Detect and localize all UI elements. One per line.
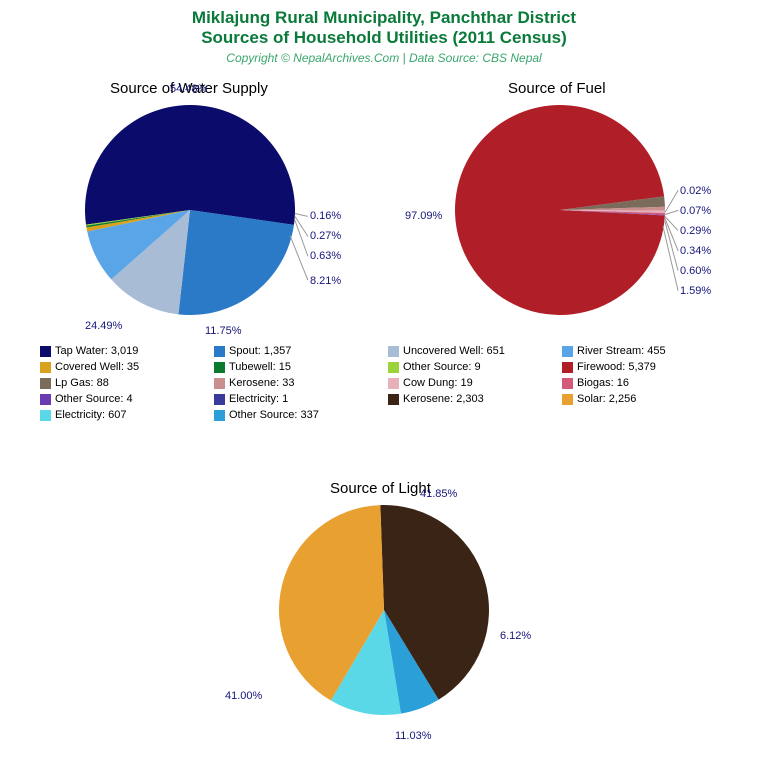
legend-item: Kerosene: 2,303 <box>388 393 556 405</box>
legend-swatch <box>214 394 225 405</box>
legend-item: Firewood: 5,379 <box>562 361 730 373</box>
title-line-2: Sources of Household Utilities (2011 Cen… <box>0 28 768 48</box>
subtitle: Copyright © NepalArchives.Com | Data Sou… <box>0 51 768 65</box>
legend: Tap Water: 3,019 Spout: 1,357 Uncovered We… <box>40 345 730 421</box>
legend-label: Lp Gas: 88 <box>55 377 109 389</box>
legend-label: Other Source: 337 <box>229 409 319 421</box>
pie-slice <box>178 210 293 315</box>
legend-item: Other Source: 337 <box>214 409 382 421</box>
pct-label: 0.29% <box>680 225 711 237</box>
legend-item: Solar: 2,256 <box>562 393 730 405</box>
water-pie-chart <box>75 95 305 325</box>
legend-label: Electricity: 1 <box>229 393 288 405</box>
legend-label: Tubewell: 15 <box>229 361 291 373</box>
legend-label: Tap Water: 3,019 <box>55 345 138 357</box>
pct-label: 8.21% <box>310 275 341 287</box>
pct-label: 0.60% <box>680 265 711 277</box>
legend-label: Kerosene: 2,303 <box>403 393 484 405</box>
legend-label: River Stream: 455 <box>577 345 666 357</box>
legend-item: Kerosene: 33 <box>214 377 382 389</box>
legend-swatch <box>388 378 399 389</box>
legend-swatch <box>562 378 573 389</box>
legend-label: Other Source: 4 <box>55 393 133 405</box>
pct-label: 11.75% <box>205 325 242 337</box>
legend-label: Firewood: 5,379 <box>577 361 656 373</box>
pct-label: 54.48% <box>170 83 207 95</box>
legend-label: Uncovered Well: 651 <box>403 345 505 357</box>
legend-label: Solar: 2,256 <box>577 393 636 405</box>
legend-label: Spout: 1,357 <box>229 345 291 357</box>
legend-item: Electricity: 1 <box>214 393 382 405</box>
legend-item: Electricity: 607 <box>40 409 208 421</box>
pct-label: 24.49% <box>85 320 122 332</box>
pct-label: 0.16% <box>310 210 341 222</box>
legend-swatch <box>40 394 51 405</box>
fuel-pie-chart <box>445 95 675 325</box>
pct-label: 6.12% <box>500 630 531 642</box>
legend-swatch <box>562 346 573 357</box>
legend-item: River Stream: 455 <box>562 345 730 357</box>
main-title: Miklajung Rural Municipality, Panchthar … <box>0 0 768 49</box>
legend-swatch <box>40 362 51 373</box>
legend-swatch <box>40 410 51 421</box>
pct-label: 11.03% <box>395 730 432 742</box>
legend-item: Cow Dung: 19 <box>388 377 556 389</box>
light-pie-chart <box>269 495 499 725</box>
legend-swatch <box>214 362 225 373</box>
pct-label: 0.27% <box>310 230 341 242</box>
pie-slice <box>85 105 295 225</box>
pct-label: 0.34% <box>680 245 711 257</box>
legend-label: Kerosene: 33 <box>229 377 294 389</box>
pct-label: 0.07% <box>680 205 711 217</box>
legend-label: Covered Well: 35 <box>55 361 139 373</box>
legend-swatch <box>214 346 225 357</box>
legend-item: Other Source: 9 <box>388 361 556 373</box>
legend-swatch <box>388 362 399 373</box>
pct-label: 1.59% <box>680 285 711 297</box>
legend-item: Covered Well: 35 <box>40 361 208 373</box>
title-line-1: Miklajung Rural Municipality, Panchthar … <box>0 8 768 28</box>
pct-label: 41.85% <box>420 488 457 500</box>
chart-container: Miklajung Rural Municipality, Panchthar … <box>0 0 768 768</box>
legend-item: Other Source: 4 <box>40 393 208 405</box>
legend-label: Cow Dung: 19 <box>403 377 473 389</box>
pct-label: 97.09% <box>405 210 442 222</box>
legend-label: Electricity: 607 <box>55 409 127 421</box>
legend-item: Tubewell: 15 <box>214 361 382 373</box>
legend-item: Uncovered Well: 651 <box>388 345 556 357</box>
pct-label: 41.00% <box>225 690 262 702</box>
legend-swatch <box>214 410 225 421</box>
legend-swatch <box>40 378 51 389</box>
legend-swatch <box>40 346 51 357</box>
legend-item: Lp Gas: 88 <box>40 377 208 389</box>
legend-swatch <box>214 378 225 389</box>
legend-label: Biogas: 16 <box>577 377 629 389</box>
pct-label: 0.63% <box>310 250 341 262</box>
legend-label: Other Source: 9 <box>403 361 481 373</box>
legend-item: Tap Water: 3,019 <box>40 345 208 357</box>
legend-swatch <box>562 362 573 373</box>
legend-swatch <box>388 394 399 405</box>
legend-swatch <box>388 346 399 357</box>
legend-swatch <box>562 394 573 405</box>
legend-item: Spout: 1,357 <box>214 345 382 357</box>
pct-label: 0.02% <box>680 185 711 197</box>
legend-item: Biogas: 16 <box>562 377 730 389</box>
